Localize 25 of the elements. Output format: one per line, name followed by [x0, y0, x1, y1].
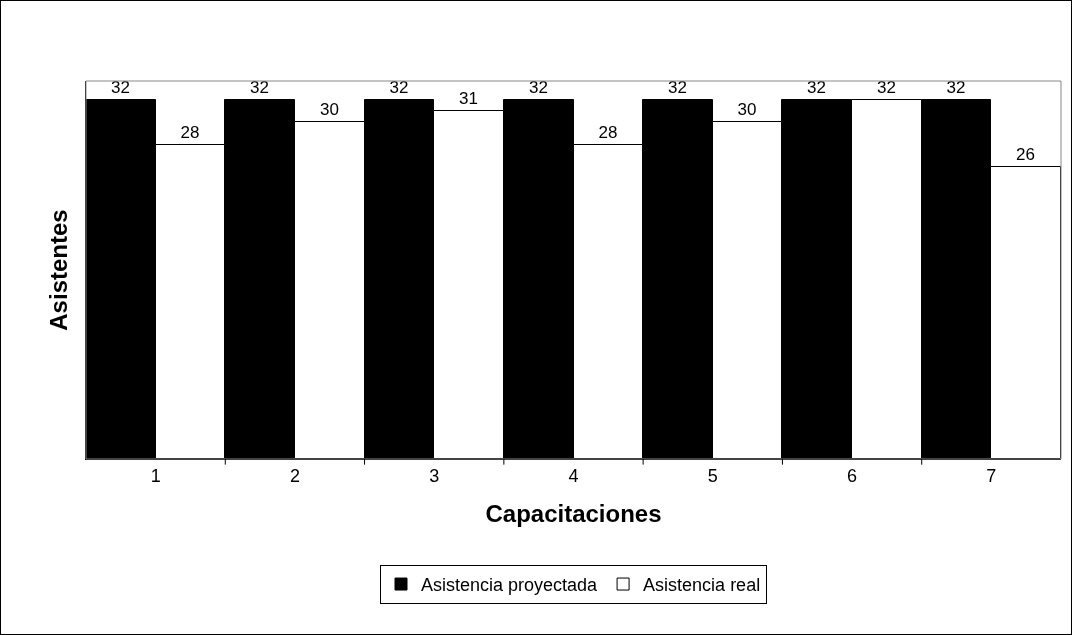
x-tick-label: 3 [429, 465, 440, 486]
data-label: 30 [737, 99, 757, 119]
data-label: 32 [529, 77, 548, 97]
x-tick-label: 1 [150, 465, 161, 486]
data-label: 32 [668, 77, 687, 97]
data-label: 28 [180, 122, 200, 142]
data-label: 32 [946, 77, 966, 97]
x-tick-label: 2 [289, 465, 300, 486]
data-label: 26 [1016, 144, 1035, 164]
x-axis-title: Capacitaciones [485, 499, 662, 527]
data-label: 32 [389, 77, 409, 97]
data-label: 32 [877, 77, 896, 97]
data-label: 32 [807, 77, 826, 97]
data-label: 30 [320, 99, 339, 119]
x-tick-label: 4 [568, 465, 579, 486]
legend-label: Asistencia proyectada [421, 575, 599, 596]
data-label: 32 [111, 77, 130, 97]
x-tick-label: 7 [986, 465, 997, 486]
data-label: 31 [459, 88, 478, 108]
x-tick-label: 6 [847, 465, 858, 486]
legend-label: Asistencia real [643, 575, 761, 596]
y-axis-title: Asistentes [45, 209, 73, 331]
x-tick-label: 5 [707, 465, 718, 486]
data-label: 32 [250, 77, 269, 97]
data-label: 28 [598, 122, 618, 142]
